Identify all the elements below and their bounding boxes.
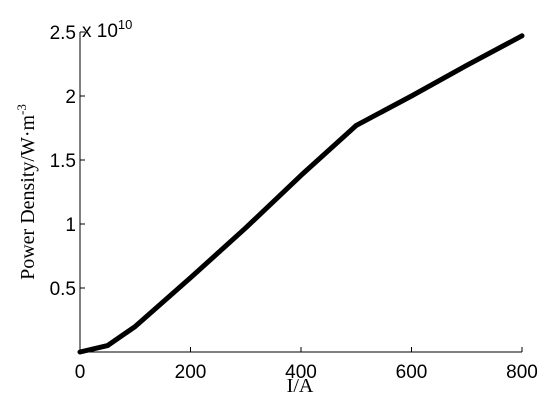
x-axis-title: I/A: [287, 375, 314, 397]
x-tick-label: 200: [175, 362, 207, 383]
y-tick-label: 0.5: [50, 279, 76, 300]
y-tick-label: 1.5: [50, 151, 76, 172]
x-tick-label: 800: [506, 362, 538, 383]
y-tick-labels: 0.5 1 1.5 2 2.5: [50, 23, 76, 300]
x-tick-label: 400: [285, 362, 317, 383]
y-tick-label: 2.5: [50, 23, 76, 44]
y-tick-label: 2: [65, 87, 76, 108]
y-axis-title: Power Density/W·m-3: [14, 104, 39, 280]
power-density-line: [77, 33, 525, 355]
x-tick-label: 0: [75, 362, 86, 383]
y-ticks: [80, 31, 85, 289]
y-multiplier-exponent: 10: [118, 17, 132, 32]
y-multiplier-base: x 10: [82, 21, 118, 42]
x-tick-labels: 0 200 400 600 800: [75, 362, 538, 383]
y-axis-title-exponent: -3: [14, 104, 29, 115]
x-tick-label: 600: [396, 362, 428, 383]
y-tick-label: 1: [65, 215, 76, 236]
x-ticks: [79, 347, 523, 352]
y-axis-title-main: Power Density/W·m: [17, 115, 39, 280]
y-multiplier: x 1010: [82, 17, 132, 42]
